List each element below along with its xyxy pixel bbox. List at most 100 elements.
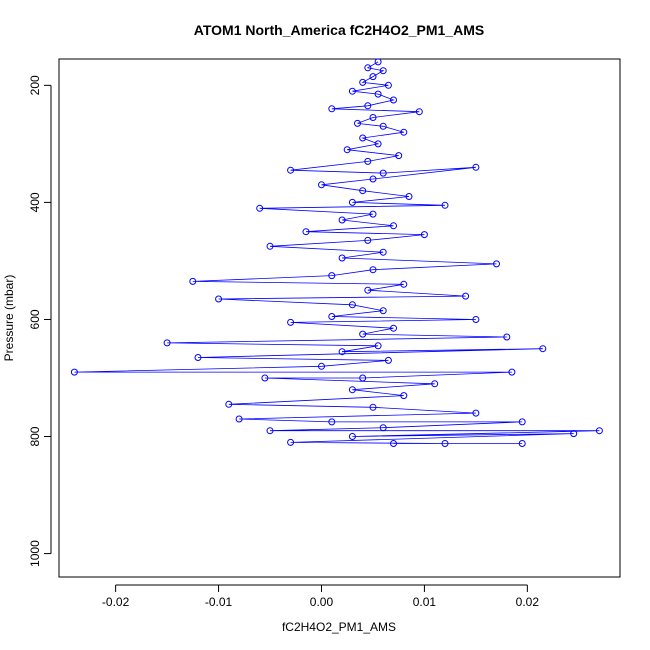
data-point [415, 108, 423, 116]
data-point [318, 362, 325, 370]
data-point [374, 90, 382, 98]
x-axis-label: fC2H4O2_PM1_AMS [282, 620, 396, 634]
data-point [364, 64, 372, 72]
data-point [338, 348, 346, 356]
data-point [472, 163, 480, 171]
data-point [348, 87, 356, 95]
data-point [493, 260, 500, 268]
x-tick-label: -0.01 [205, 595, 233, 609]
data-point [400, 128, 408, 136]
data-point [400, 392, 408, 400]
plot-area [58, 58, 621, 578]
data-point [369, 403, 377, 411]
y-tick-label: 400 [28, 192, 42, 212]
data-point [374, 58, 382, 66]
data-point [539, 345, 547, 353]
data-point [215, 295, 223, 303]
data-point [359, 78, 367, 86]
data-point [348, 198, 356, 206]
data-point [348, 386, 356, 394]
data-point [328, 313, 336, 320]
data-point [359, 187, 367, 195]
y-tick-label: 800 [28, 426, 42, 446]
plot-frame [58, 58, 621, 578]
data-point [369, 114, 377, 121]
data-point [441, 201, 449, 209]
data-point [374, 342, 382, 350]
x-tick-label: 0.01 [413, 595, 437, 609]
y-tick-label: 600 [28, 309, 42, 329]
data-point [266, 242, 274, 250]
data-point [518, 440, 526, 447]
data-point [194, 354, 202, 361]
data-point [359, 374, 367, 382]
x-tick-label: 0.02 [516, 595, 540, 609]
data-point [405, 193, 413, 200]
x-tick-label: 0.00 [310, 595, 334, 609]
data-point [379, 307, 387, 315]
data-point [379, 169, 387, 177]
data-point [318, 181, 325, 189]
data-point [384, 356, 392, 364]
data-point [266, 427, 274, 435]
data-point [70, 368, 78, 376]
data-point [379, 248, 387, 256]
data-point [261, 374, 269, 382]
data-point [379, 67, 387, 75]
data-point [225, 400, 233, 408]
data-point [302, 228, 310, 236]
data-point [472, 316, 480, 323]
data-point [189, 277, 197, 285]
data-point [570, 430, 578, 438]
data-point [384, 81, 392, 89]
x-tick-label: -0.02 [102, 595, 130, 609]
y-tick-label: 200 [28, 75, 42, 95]
data-point [379, 424, 387, 432]
data-point [256, 204, 264, 212]
data-point [441, 440, 449, 447]
data-point [235, 415, 243, 423]
data-point [395, 152, 403, 160]
data-point [364, 102, 372, 110]
data-point [369, 266, 377, 274]
x-axis: -0.02 -0.01 0.00 0.01 0.02 [102, 584, 540, 609]
data-point [379, 122, 387, 130]
data-point [328, 418, 336, 426]
data-point [369, 175, 377, 183]
data-point [508, 368, 516, 376]
data-point [390, 324, 397, 332]
data-point [390, 222, 397, 230]
data-point [287, 318, 295, 326]
data-point [343, 146, 351, 154]
data-point [364, 286, 372, 294]
data-point [420, 231, 428, 239]
data-point [595, 427, 603, 435]
data-point [359, 134, 367, 142]
data-point [338, 254, 346, 262]
y-axis: 200 400 600 800 1000 [28, 75, 52, 567]
data-point [348, 433, 356, 440]
data-point [369, 73, 377, 81]
data-point [287, 438, 295, 446]
data-point [369, 210, 377, 218]
data-point [518, 418, 526, 426]
data-point [364, 157, 372, 165]
chart-title: ATOM1 North_America fC2H4O2_PM1_AMS [194, 22, 484, 38]
data-point [328, 105, 336, 113]
series-line [74, 61, 600, 444]
data-point [400, 280, 408, 288]
data-point [462, 292, 470, 300]
data-point [390, 440, 397, 447]
data-layer [70, 58, 603, 447]
data-point [328, 272, 336, 280]
y-axis-label: Pressure (mbar) [2, 275, 16, 362]
data-point [348, 301, 356, 309]
data-point [359, 330, 367, 338]
data-point [503, 333, 511, 341]
y-tick-label: 1000 [28, 540, 42, 567]
data-point [374, 140, 382, 148]
data-point [287, 166, 295, 174]
data-point [163, 339, 171, 347]
data-point [338, 216, 346, 224]
